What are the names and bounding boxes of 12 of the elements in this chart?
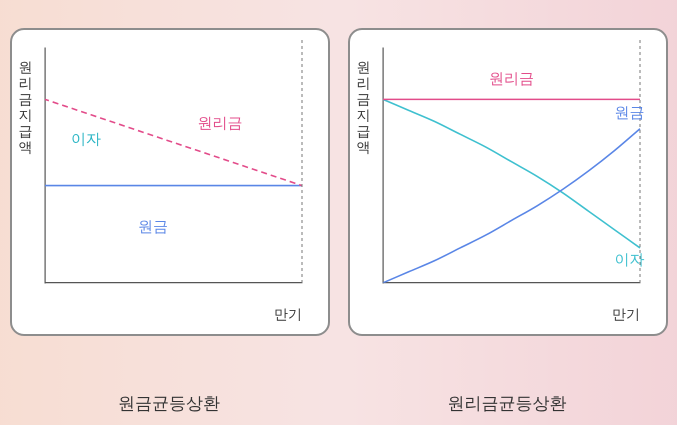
x-axis-title: 만기 [612, 307, 640, 324]
annotation: 이자 [71, 130, 102, 148]
y-axis-title: 원리금지급액 [356, 60, 371, 157]
text: 원금 [138, 217, 168, 236]
text: 원리금균등상환 [446, 393, 568, 415]
series-label: 원리금 [197, 114, 242, 132]
series-label: 원리금 [489, 69, 534, 88]
x-axis-title: 만기 [274, 307, 302, 324]
series-label: 원금 [614, 103, 645, 122]
series-label: 이자 [614, 250, 645, 268]
y-axis-title: 원리금지급액 [18, 60, 33, 157]
text: 원금균등상환 [117, 393, 221, 415]
